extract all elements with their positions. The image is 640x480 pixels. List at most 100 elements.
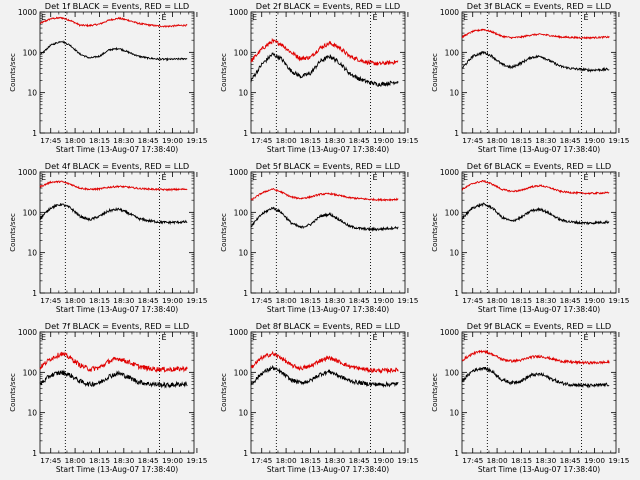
x-tick-label: 19:00 [162,456,183,465]
y-tick-label: 10 [449,249,459,258]
y-tick-label: 100 [445,368,460,377]
x-tick-label: 19:00 [584,136,605,145]
x-tick-label: 18:30 [535,456,556,465]
x-tick-label: 19:00 [373,136,394,145]
y-tick-label: 1 [243,129,248,138]
y-axis-label: Counts/sec [220,373,228,412]
y-tick-label: 1000 [229,8,248,17]
x-tick-label: 18:00 [276,456,297,465]
event-marker: E [162,173,167,182]
y-tick-label: 10 [238,89,248,98]
series-events-line [39,369,188,389]
x-tick-label: 17:45 [40,296,61,305]
x-tick-label: 19:15 [608,456,629,465]
y-axis-label: Counts/sec [9,373,17,412]
x-tick-label: 18:30 [535,296,556,305]
y-axis-label: Counts/sec [431,213,439,252]
y-tick-label: 1 [454,449,459,458]
y-tick-label: 100 [234,48,249,57]
panel-title: Det 5f BLACK = Events, RED = LLD [256,161,400,171]
series-lld-line [250,188,399,202]
panel-det-6: Det 6f BLACK = Events, RED = LLD 1 10 100 10… [431,161,629,314]
x-tick-label: 17:45 [462,456,483,465]
x-tick-label: 18:30 [324,456,345,465]
plot-frame [39,171,195,294]
x-tick-label: 19:00 [373,296,394,305]
event-marker: E [463,333,468,342]
panel-title: Det 6f BLACK = Events, RED = LLD [467,161,611,171]
x-tick-label: 19:15 [186,296,207,305]
event-marker: E [162,13,167,22]
x-axis-label: Start Time (13-Aug-07 17:38:40) [267,145,389,154]
x-tick-label: 19:15 [608,136,629,145]
x-tick-label: 18:15 [300,136,321,145]
x-tick-label: 18:30 [324,136,345,145]
series-events-line [250,51,399,88]
x-axis-label: Start Time (13-Aug-07 17:38:40) [478,465,600,474]
series-lld-line [461,28,610,40]
x-tick-label: 19:15 [397,296,418,305]
x-tick-label: 18:30 [113,296,134,305]
y-tick-label: 1 [32,289,37,298]
event-marker: E [41,173,46,182]
y-tick-label: 10 [449,89,459,98]
panel-det-8: Det 8f BLACK = Events, RED = LLD 1 10 100 10… [220,321,418,474]
event-marker: E [373,333,378,342]
y-tick-label: 1 [243,449,248,458]
y-axis-label: Counts/sec [9,53,17,92]
x-tick-label: 19:00 [584,296,605,305]
event-marker: E [584,173,589,182]
x-tick-label: 18:45 [349,136,370,145]
panel-det-3: Det 3f BLACK = Events, RED = LLD 1 10 100 10… [431,1,629,154]
y-tick-label: 100 [23,208,38,217]
event-marker: E [584,13,589,22]
x-tick-label: 18:30 [535,136,556,145]
x-tick-label: 18:15 [300,456,321,465]
series-lld-line [250,37,399,67]
panel-title: Det 2f BLACK = Events, RED = LLD [256,1,400,11]
series-lld-line [461,349,610,366]
event-marker: E [252,13,257,22]
plot-frame [39,11,195,134]
x-tick-label: 18:45 [138,296,159,305]
x-axis-label: Start Time (13-Aug-07 17:38:40) [56,305,178,314]
x-tick-label: 18:00 [65,136,86,145]
y-tick-label: 1 [32,449,37,458]
y-tick-label: 1000 [440,168,459,177]
y-tick-label: 1000 [18,168,37,177]
series-events-line [250,206,399,232]
x-axis-label: Start Time (13-Aug-07 17:38:40) [267,305,389,314]
x-tick-label: 18:15 [511,296,532,305]
series-lld-line [461,180,610,196]
x-tick-label: 18:00 [487,456,508,465]
plot-frame [250,331,406,454]
x-tick-label: 17:45 [251,296,272,305]
x-tick-label: 19:00 [373,456,394,465]
y-tick-label: 100 [234,368,249,377]
y-tick-label: 10 [449,409,459,418]
event-marker: E [252,333,257,342]
x-tick-label: 19:15 [397,136,418,145]
event-marker: E [373,173,378,182]
panel-title: Det 1f BLACK = Events, RED = LLD [45,1,189,11]
x-tick-label: 18:00 [65,296,86,305]
x-tick-label: 19:15 [397,456,418,465]
panel-det-5: Det 5f BLACK = Events, RED = LLD 1 10 100 10… [220,161,418,314]
y-tick-label: 10 [27,249,37,258]
plot-frame [250,171,406,294]
y-tick-label: 100 [23,368,38,377]
event-marker: E [373,13,378,22]
y-axis-label: Counts/sec [9,213,17,252]
event-marker: E [463,173,468,182]
x-tick-label: 17:45 [251,456,272,465]
y-tick-label: 100 [234,208,249,217]
plot-frame [461,331,617,454]
series-lld-line [39,180,188,192]
x-tick-label: 19:00 [584,456,605,465]
panel-det-4: Det 4f BLACK = Events, RED = LLD 1 10 100 10… [9,161,207,314]
x-tick-label: 18:45 [560,296,581,305]
x-tick-label: 18:45 [349,456,370,465]
y-tick-label: 1000 [440,328,459,337]
panel-det-1: Det 1f BLACK = Events, RED = LLD 1 10 100 10… [9,1,207,154]
x-tick-label: 17:45 [462,136,483,145]
